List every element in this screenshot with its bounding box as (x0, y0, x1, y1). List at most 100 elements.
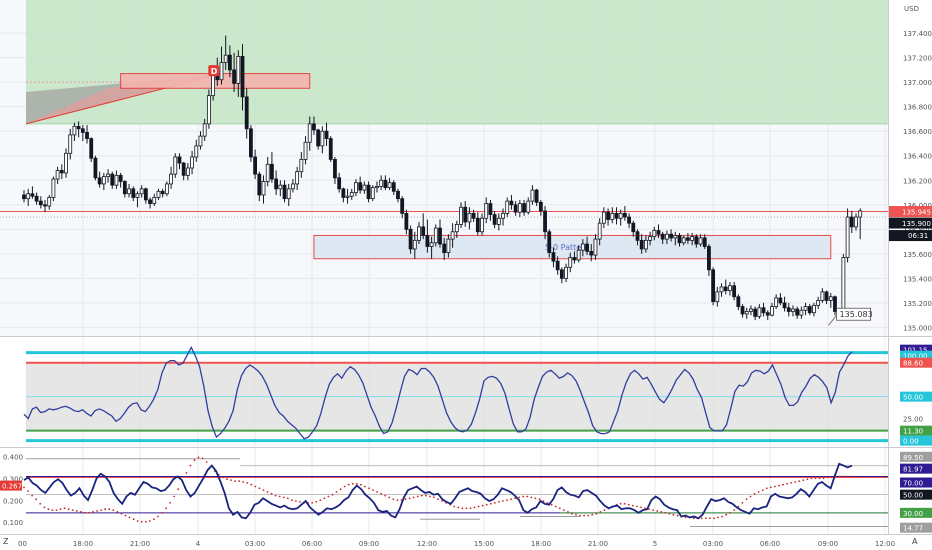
oscillator-2-signal-dot (737, 505, 740, 508)
price-axis[interactable]: USD 137.400 137.200 137.000 136.800 136.600 13… (888, 0, 932, 534)
candle-body (728, 285, 732, 292)
oscillator-2-signal-dot (757, 491, 760, 493)
candle-body (59, 170, 64, 174)
oscillator-1-badge (900, 357, 932, 368)
oscillator-2-signal-dot (372, 489, 374, 491)
candle-body (442, 243, 447, 254)
oscillator-2-signal-dot (498, 501, 500, 503)
oscillator-2-signal-dot (705, 517, 707, 520)
oscillator-1-badge-label: 11.30 (903, 428, 923, 436)
candle-body (143, 188, 148, 201)
candle-body (164, 183, 169, 195)
oscillator-2-signal-dot (660, 511, 663, 513)
oscillator-2-signal-dot (43, 506, 46, 509)
candle-body (631, 222, 636, 233)
candle-body (429, 242, 434, 247)
candle-body (694, 236, 699, 245)
auto-scale-a-button[interactable]: A (912, 537, 918, 546)
candle-body (681, 237, 686, 244)
oscillator-2-signal-dot (63, 507, 66, 510)
candle-body (765, 312, 770, 316)
candle-body (690, 236, 695, 241)
candle-body (362, 184, 367, 191)
oscillator-2-signal-dot (323, 497, 326, 500)
oscillator-2-signal-dot (656, 510, 659, 512)
oscillator-2-signal-dot (319, 499, 322, 501)
oscillator-2-signal-dot (132, 518, 135, 521)
oscillator-1-badge-label: 0.00 (903, 438, 919, 446)
candle-body (76, 125, 81, 130)
oscillator-2-signal-dot (128, 516, 131, 519)
candle-body (135, 193, 140, 198)
oscillator-2-signal-dot (774, 485, 776, 488)
oscillator-2-signal-dot (526, 495, 529, 498)
oscillator-2-signal-dot (554, 505, 557, 508)
candle-body (114, 174, 119, 186)
candle-body (110, 173, 115, 186)
candle-body (543, 210, 547, 233)
oscillator-2-signal-dot (242, 481, 245, 483)
oscillator-2-signal-dot (222, 476, 224, 479)
time-axis-bg (0, 535, 932, 550)
oscillator-2-signal-dot (843, 475, 845, 478)
oscillator-2-signal-dot (485, 503, 488, 506)
oscillator-2-signal-dot (31, 494, 33, 497)
candle-body (55, 170, 60, 180)
oscillator-2-signal-dot (157, 515, 159, 518)
oscillator-2-signal-dot (254, 485, 257, 488)
oscillator-2-signal-dot (408, 497, 411, 500)
oscillator-2-signal-dot (749, 495, 752, 498)
candle-body (606, 211, 610, 220)
candle-body (530, 189, 535, 202)
candle-body (396, 190, 400, 200)
candle-body (601, 211, 606, 224)
candle-body (404, 212, 409, 230)
oscillator-2-left-tick: 0.300 (3, 475, 23, 483)
oscillator-2-signal-dot (347, 483, 350, 486)
oscillator-2-signal-dot (201, 457, 204, 460)
oscillator-2-signal-dot (343, 485, 346, 488)
candle-body (89, 138, 94, 159)
oscillator-2-signal-dot (769, 486, 772, 489)
oscillator-2-signal-dot (603, 509, 606, 511)
oscillator-2-signal-dot (384, 494, 387, 497)
oscillator-2-signal-dot (278, 495, 281, 498)
oscillator-2-signal-dot (847, 475, 849, 478)
price-marker-badge (889, 206, 932, 218)
oscillator-2-signal-dot (165, 507, 168, 510)
auto-scale-z-button[interactable]: Z (3, 537, 9, 546)
oscillator-2-signal-dot (258, 487, 261, 490)
candle-body (160, 190, 165, 195)
oscillator-2-signal-dot (510, 498, 512, 501)
oscillator-1-pane (23, 345, 888, 443)
candle-body (555, 260, 560, 271)
oscillator-2-signal-dot (262, 489, 265, 491)
candle-body (148, 199, 152, 204)
candle-body (320, 130, 325, 147)
oscillator-2-signal-dot (153, 518, 155, 521)
candle-body (665, 233, 669, 240)
oscillator-2-signal-dot (234, 480, 237, 482)
oscillator-2-signal-dot (595, 512, 598, 515)
time-axis[interactable]: 18:00 21:00 4 03:00 06:00 09:00 12:00 15:00 18:0… (0, 535, 932, 550)
candle-body (812, 304, 816, 314)
oscillator-2-signal-dot (59, 508, 62, 511)
candle-body (845, 216, 850, 258)
candle-body (459, 206, 463, 225)
time-tick-label-partial: 00 (18, 540, 27, 548)
oscillator-2-signal-dot (664, 511, 667, 514)
candle-body (93, 157, 98, 179)
candle-body (270, 163, 274, 180)
candle-body (307, 123, 312, 143)
oscillator-1-badge (900, 350, 932, 361)
price-tick-label: 137.400 (903, 30, 932, 38)
oscillator-2-badge-label: 50.00 (903, 492, 923, 500)
price-tick-label: 135.600 (903, 251, 932, 259)
oscillator-2-left-tick: 0.400 (3, 453, 23, 461)
oscillator-2-signal-dot (741, 502, 744, 504)
candle-body (152, 197, 157, 204)
oscillator-2-signal-dot (291, 499, 293, 501)
candle-body (761, 307, 766, 314)
